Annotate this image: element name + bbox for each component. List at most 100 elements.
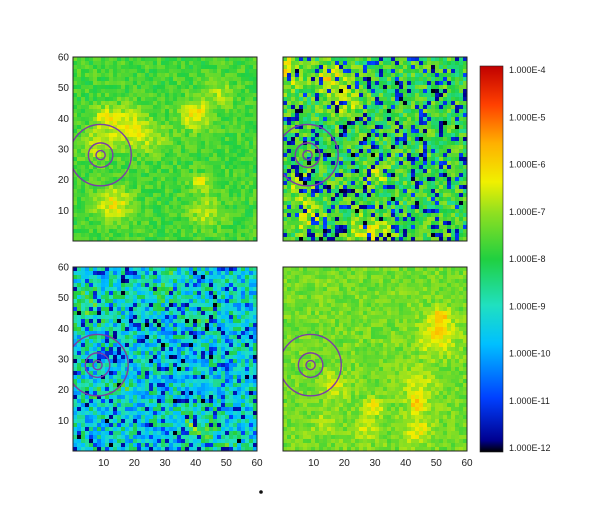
heatmap-cell bbox=[343, 137, 348, 142]
heatmap-cell bbox=[347, 185, 352, 190]
heatmap-cell bbox=[189, 85, 194, 90]
heatmap-cell bbox=[327, 201, 332, 206]
heatmap-cell bbox=[423, 237, 428, 241]
heatmap-cell bbox=[229, 307, 234, 312]
heatmap-cell bbox=[125, 271, 130, 276]
heatmap-cell bbox=[311, 201, 316, 206]
heatmap-cell bbox=[177, 323, 182, 328]
heatmap-cell bbox=[93, 217, 98, 222]
heatmap-cell bbox=[383, 217, 388, 222]
heatmap-cell bbox=[117, 85, 122, 90]
heatmap-cell bbox=[307, 137, 312, 142]
heatmap-cell bbox=[455, 237, 460, 241]
heatmap-cell bbox=[403, 109, 408, 114]
heatmap-cell bbox=[221, 173, 226, 178]
heatmap-cell bbox=[355, 97, 360, 102]
heatmap-cell bbox=[245, 197, 250, 202]
heatmap-cell bbox=[193, 149, 198, 154]
heatmap-cell bbox=[193, 137, 198, 142]
heatmap-cell bbox=[241, 217, 246, 222]
heatmap-cell bbox=[185, 65, 190, 70]
heatmap-cell bbox=[379, 125, 384, 130]
heatmap-cell bbox=[221, 209, 226, 214]
heatmap-cell bbox=[77, 193, 82, 198]
heatmap-cell bbox=[283, 177, 288, 182]
heatmap-cell bbox=[169, 283, 174, 288]
heatmap-cell bbox=[245, 315, 250, 320]
heatmap-cell bbox=[173, 287, 178, 292]
heatmap-cell bbox=[237, 307, 242, 312]
heatmap-cell bbox=[331, 57, 336, 62]
heatmap-cell bbox=[121, 287, 126, 292]
heatmap-cell bbox=[245, 177, 250, 182]
heatmap-cell bbox=[435, 109, 440, 114]
heatmap-cell bbox=[283, 181, 288, 186]
heatmap-cell bbox=[125, 85, 130, 90]
heatmap-cell bbox=[157, 121, 162, 126]
heatmap-cell bbox=[295, 121, 300, 126]
heatmap-cell bbox=[439, 173, 444, 178]
heatmap-cell bbox=[229, 181, 234, 186]
heatmap-cell bbox=[165, 65, 170, 70]
heatmap-cell bbox=[415, 77, 420, 82]
heatmap-cell bbox=[105, 161, 110, 166]
heatmap-cell bbox=[419, 77, 424, 82]
heatmap-cell bbox=[241, 129, 246, 134]
heatmap-cell bbox=[177, 165, 182, 170]
heatmap-cell bbox=[427, 105, 432, 110]
heatmap-cell bbox=[423, 213, 428, 218]
heatmap-cell bbox=[81, 93, 86, 98]
heatmap-cell bbox=[383, 57, 388, 62]
heatmap-cell bbox=[245, 57, 250, 62]
heatmap-cell bbox=[209, 319, 214, 324]
heatmap-cell bbox=[97, 109, 102, 114]
heatmap-cell bbox=[323, 73, 328, 78]
heatmap-cell bbox=[201, 93, 206, 98]
heatmap-cell bbox=[371, 57, 376, 62]
heatmap-cell bbox=[367, 237, 372, 241]
heatmap-cell bbox=[177, 267, 182, 272]
heatmap-cell bbox=[145, 319, 150, 324]
heatmap-cell bbox=[201, 299, 206, 304]
heatmap-cell bbox=[419, 81, 424, 86]
heatmap-cell bbox=[197, 189, 202, 194]
heatmap-cell bbox=[323, 225, 328, 230]
heatmap-cell bbox=[193, 237, 198, 241]
heatmap-cell bbox=[319, 73, 324, 78]
heatmap-cell bbox=[225, 161, 230, 166]
heatmap-cell bbox=[189, 73, 194, 78]
heatmap-cell bbox=[161, 141, 166, 146]
heatmap-cell bbox=[81, 69, 86, 74]
heatmap-cell bbox=[359, 137, 364, 142]
heatmap-cell bbox=[93, 327, 98, 332]
heatmap-cell bbox=[427, 97, 432, 102]
heatmap-cell bbox=[431, 149, 436, 154]
heatmap-cell bbox=[455, 93, 460, 98]
heatmap-cell bbox=[189, 267, 194, 272]
heatmap-cell bbox=[189, 149, 194, 154]
heatmap-cell bbox=[343, 229, 348, 234]
heatmap-cell bbox=[253, 205, 257, 210]
heatmap-cell bbox=[161, 153, 166, 158]
heatmap-cell bbox=[109, 109, 114, 114]
heatmap-cell bbox=[85, 157, 90, 162]
heatmap-cell bbox=[253, 125, 257, 130]
heatmap-cell bbox=[443, 197, 448, 202]
heatmap-cell bbox=[165, 287, 170, 292]
heatmap-cell bbox=[375, 57, 380, 62]
heatmap-cell bbox=[221, 225, 226, 230]
heatmap-cell bbox=[403, 121, 408, 126]
heatmap-cell bbox=[185, 283, 190, 288]
heatmap-cell bbox=[387, 89, 392, 94]
heatmap-cell bbox=[307, 145, 312, 150]
heatmap-cell bbox=[331, 189, 336, 194]
heatmap-cell bbox=[407, 169, 412, 174]
heatmap-cell bbox=[189, 177, 194, 182]
heatmap-cell bbox=[141, 137, 146, 142]
heatmap-cell bbox=[117, 69, 122, 74]
heatmap-cell bbox=[455, 197, 460, 202]
heatmap-cell bbox=[77, 177, 82, 182]
heatmap-cell bbox=[121, 267, 126, 272]
heatmap-cell bbox=[379, 145, 384, 150]
heatmap-cell bbox=[117, 81, 122, 86]
